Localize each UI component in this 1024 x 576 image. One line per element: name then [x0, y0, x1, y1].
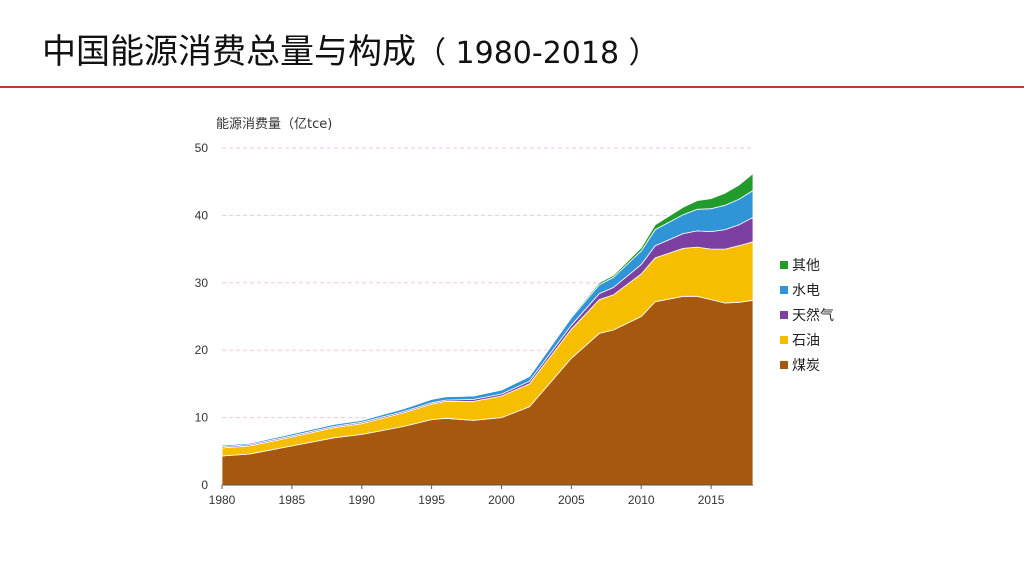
legend-label: 煤炭: [792, 358, 820, 374]
legend-label: 水电: [792, 283, 820, 299]
title-years: （ 1980-2018 ）: [416, 36, 659, 71]
y-tick-label: 0: [201, 478, 208, 492]
legend-swatch: [780, 261, 788, 269]
x-tick-label: 2015: [698, 493, 725, 507]
x-tick-label: 1980: [209, 493, 236, 507]
legend-swatch: [780, 286, 788, 294]
title-main: 中国能源消费总量与构成: [42, 32, 416, 72]
legend-swatch: [780, 361, 788, 369]
x-tick-label: 2010: [628, 493, 655, 507]
legend-label: 天然气: [792, 307, 834, 324]
area-series-4: [221, 172, 754, 446]
y-tick-label: 20: [195, 343, 209, 357]
legend-swatch: [780, 311, 788, 319]
x-tick-label: 2005: [558, 493, 585, 507]
title-divider: [0, 86, 1024, 88]
y-tick-label: 50: [195, 141, 209, 155]
y-tick-label: 30: [195, 276, 209, 290]
area-series-0: [221, 295, 754, 486]
x-tick-label: 1985: [279, 493, 306, 507]
x-tick-label: 2000: [488, 493, 515, 507]
y-tick-label: 10: [195, 411, 209, 425]
page-title: 中国能源消费总量与构成（ 1980-2018 ）: [42, 24, 659, 73]
legend-label: 其他: [792, 258, 820, 274]
y-axis-label: 能源消费量（亿tce): [216, 117, 332, 132]
x-tick-label: 1990: [348, 493, 375, 507]
y-tick-label: 40: [195, 208, 209, 222]
legend-swatch: [780, 336, 788, 344]
legend-label: 石油: [792, 333, 820, 349]
x-tick-label: 1995: [418, 493, 445, 507]
